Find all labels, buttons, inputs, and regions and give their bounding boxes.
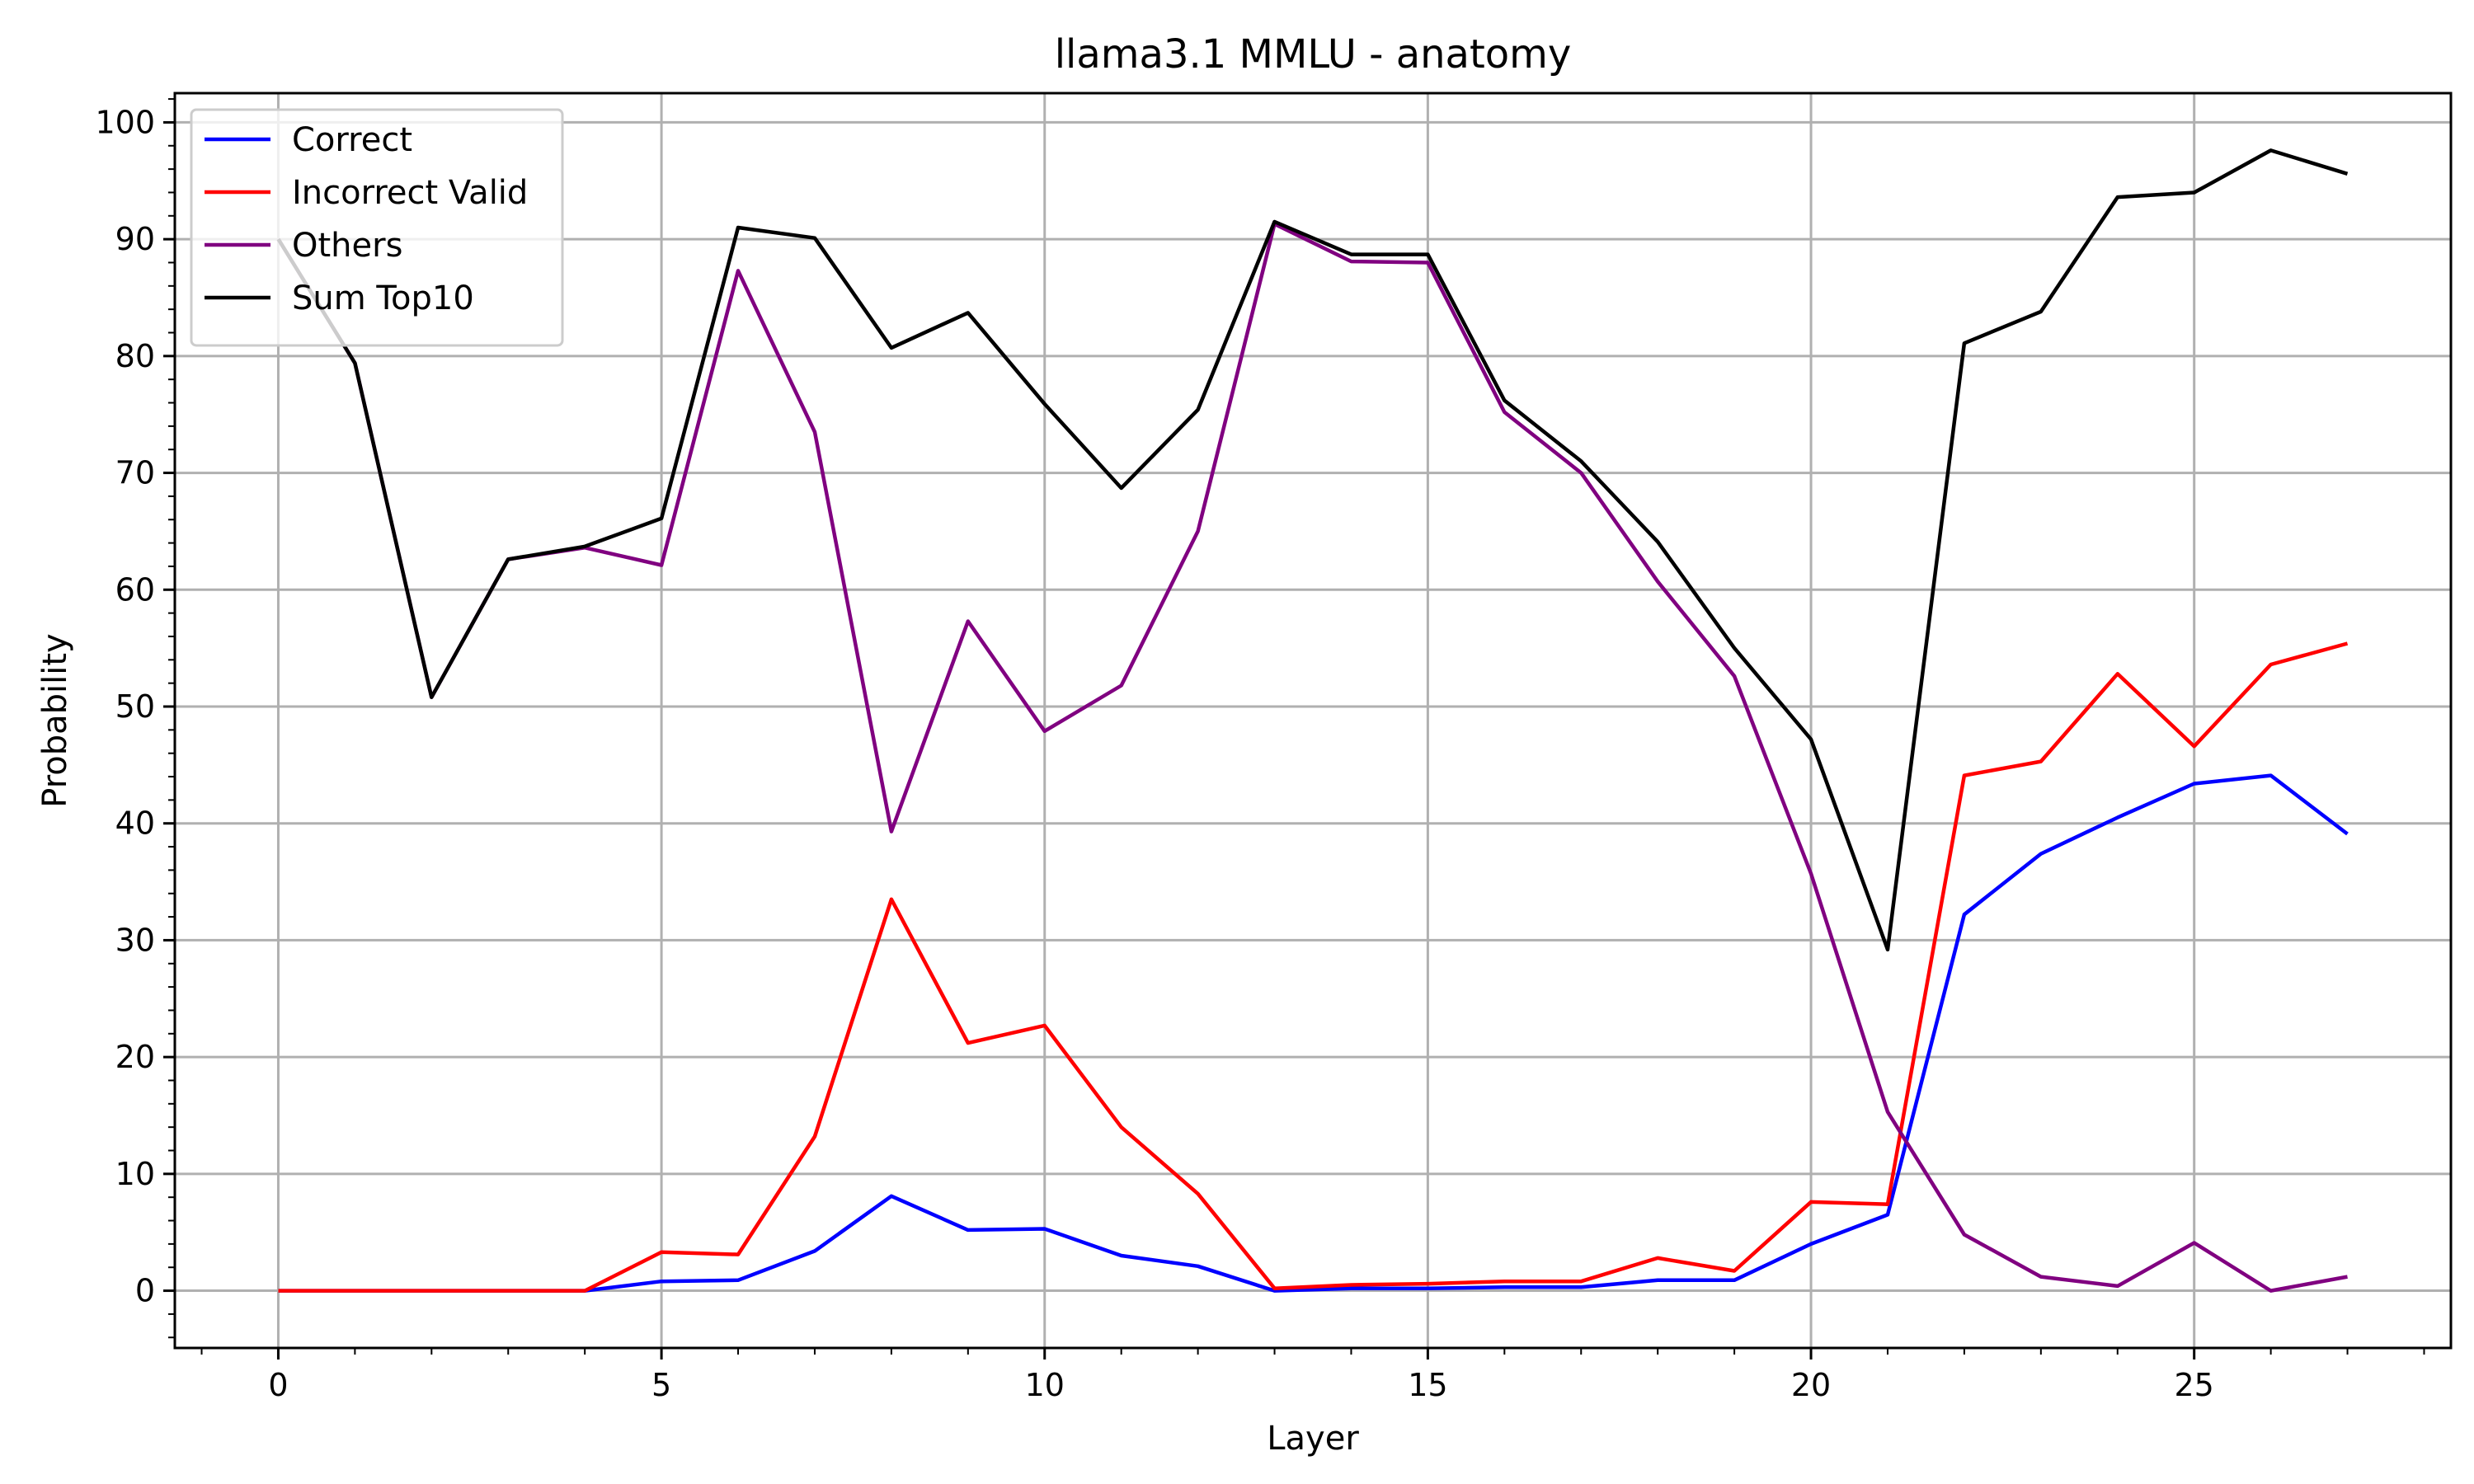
x-tick-label-20: 20	[1791, 1367, 1831, 1403]
y-tick-label-20: 20	[115, 1039, 155, 1075]
x-tick-label-10: 10	[1025, 1367, 1065, 1403]
legend-label-1: Incorrect Valid	[292, 174, 528, 212]
y-tick-label-40: 40	[115, 805, 155, 842]
x-tick-label-0: 0	[268, 1367, 288, 1403]
grid	[175, 93, 2451, 1348]
y-tick-label-60: 60	[115, 571, 155, 608]
x-tick-label-5: 5	[651, 1367, 671, 1403]
y-tick-label-80: 80	[115, 338, 155, 374]
legend-box	[190, 108, 564, 347]
y-tick-label-0: 0	[135, 1273, 155, 1309]
plot-frame	[173, 92, 2453, 1350]
y-tick-label-10: 10	[115, 1156, 155, 1192]
y-tick-label-90: 90	[115, 221, 155, 257]
y-tick-label-30: 30	[115, 922, 155, 958]
y-axis-label: Probability	[36, 633, 74, 807]
legend-label-0: Correct	[292, 121, 412, 159]
x-axis-ticks: 0 5 10 15 20 25	[200, 1348, 2425, 1403]
legend: Correct Incorrect Valid Others Sum Top10	[190, 108, 564, 347]
legend-label-2: Others	[292, 227, 402, 265]
x-tick-label-15: 15	[1408, 1367, 1447, 1403]
y-tick-label-70: 70	[115, 455, 155, 491]
x-axis-label: Layer	[1267, 1420, 1359, 1458]
series-line-1	[278, 641, 2349, 1293]
series-line-0	[278, 773, 2349, 1293]
chart-title: llama3.1 MMLU - anatomy	[1055, 31, 1572, 77]
y-tick-label-50: 50	[115, 688, 155, 725]
y-axis-ticks: 0 10 20 30 40 50 60 70 80 90 100	[95, 98, 175, 1339]
y-tick-label-100: 100	[95, 104, 155, 140]
series-line-2	[276, 222, 2348, 1293]
series-line-3	[276, 148, 2349, 952]
x-tick-label-25: 25	[2175, 1367, 2214, 1403]
series-group	[276, 148, 2349, 1293]
legend-label-3: Sum Top10	[292, 279, 474, 317]
